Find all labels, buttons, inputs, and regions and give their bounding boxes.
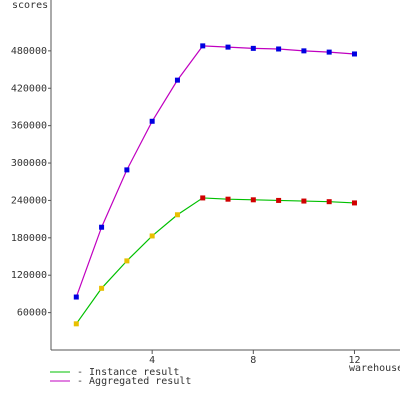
y-tick-label: 420000 (11, 83, 47, 94)
point (149, 118, 155, 124)
point (225, 196, 231, 202)
y-tick-label: 120000 (11, 270, 47, 281)
point (149, 233, 155, 239)
point (99, 285, 105, 291)
legend-label: - Instance result (77, 367, 179, 378)
x-tick-label: 4 (149, 355, 155, 366)
point (73, 321, 79, 327)
y-tick-label: 60000 (17, 308, 47, 319)
point (200, 195, 206, 201)
legend-label: - Aggregated result (77, 376, 191, 387)
point (124, 258, 130, 264)
y-tick-label: 240000 (11, 195, 47, 206)
point (99, 224, 105, 230)
point (174, 212, 180, 218)
point (225, 44, 231, 50)
point (124, 167, 130, 173)
point (250, 45, 256, 51)
y-tick-label: 180000 (11, 233, 47, 244)
y-tick-label: 480000 (11, 46, 47, 57)
point (301, 48, 307, 54)
x-tick-label: 12 (348, 355, 360, 366)
point (250, 197, 256, 203)
y-tick-label: 360000 (11, 121, 47, 132)
x-tick-label: 8 (250, 355, 256, 366)
point (301, 198, 307, 204)
point (174, 77, 180, 83)
y-axis-label: scores (12, 0, 48, 11)
point (326, 49, 332, 55)
point (200, 43, 206, 49)
point (276, 46, 282, 52)
point (351, 51, 357, 57)
series-line (75, 197, 355, 325)
series-line (75, 45, 355, 298)
y-tick-label: 300000 (11, 158, 47, 169)
point (276, 197, 282, 203)
point (73, 294, 79, 300)
point (326, 199, 332, 205)
x-axis-label: warehouses (349, 363, 400, 374)
point (351, 200, 357, 206)
